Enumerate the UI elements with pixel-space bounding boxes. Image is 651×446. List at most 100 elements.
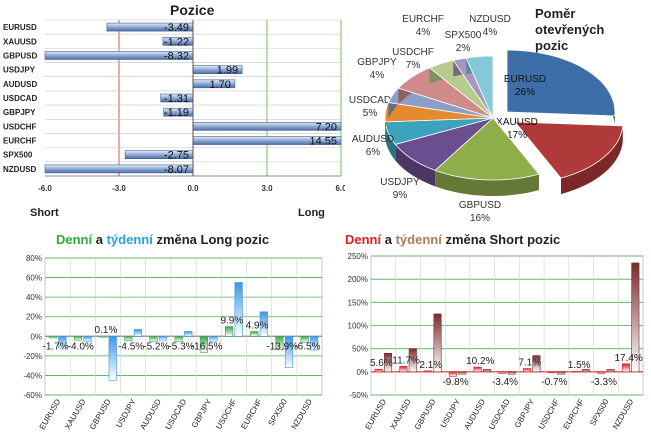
- position-value-label: -3.49: [164, 22, 189, 34]
- position-value-label: -1.31: [164, 93, 189, 105]
- bar-t-denn--usdjpy: [458, 371, 467, 375]
- bar-t-denn--audusd: [159, 335, 168, 341]
- x-category-label: EURUSD: [38, 397, 63, 431]
- x-category-label: AUDUSD: [138, 397, 163, 431]
- bar-t-denn--gbpjpy: [532, 355, 541, 373]
- bar-denn--nzdusd: [300, 335, 309, 343]
- pie-slice-side-xauusd: [560, 125, 623, 195]
- y-tick-label: -20%: [23, 352, 42, 361]
- long-title-weekly: týdenní: [106, 232, 153, 247]
- data-label: -13.9%: [266, 341, 298, 352]
- x-category-label: GBPUSD: [413, 397, 438, 431]
- bar-denn--gbpusd: [99, 335, 108, 338]
- positions-category-label: USDCHF: [3, 122, 36, 131]
- pie-svg: EURUSD 26% XAUUSD 17% GBPUSD 16% USDJPY 9% AUDUS…: [349, 14, 624, 224]
- data-label: -0.7%: [541, 377, 567, 388]
- y-tick-label: 40%: [26, 293, 42, 302]
- y-tick-label: 60%: [26, 274, 42, 283]
- positions-svg: EURUSD -3.49 XAUUSD -1.22 GBPUSD -8.32 USDJPY 1…: [3, 19, 347, 193]
- long-change-svg: 80% 60% 40% 20% 0% -20% -40% -60% -1.7% EURUSD -4.…: [23, 254, 323, 431]
- pie-slice-side-audusd: [385, 121, 396, 161]
- pie-slice-percent: 17%: [507, 130, 527, 141]
- bar-t-denn--nzdusd: [631, 262, 640, 373]
- positions-x-tick: 6.0: [335, 184, 345, 193]
- x-category-label: GBPJPY: [190, 397, 214, 429]
- pie-slice-name: XAUUSD: [496, 117, 538, 128]
- position-value-label: -2.75: [164, 150, 189, 162]
- bar-t-denn--usdcad: [507, 371, 516, 375]
- x-category-label: AUDUSD: [462, 397, 487, 431]
- y-tick-label: 0%: [30, 332, 42, 341]
- data-label: 10.2%: [466, 356, 494, 367]
- position-value-label: 1.99: [217, 65, 238, 77]
- pie-slice-percent: 6%: [366, 147, 381, 158]
- bar-t-denn--eurchf: [581, 369, 590, 373]
- y-tick-label: 200%: [348, 275, 368, 284]
- positions-title: Pozice: [170, 2, 215, 18]
- positions-category-label: SPX500: [3, 151, 33, 160]
- pie-slice-percent: 16%: [470, 213, 490, 224]
- x-category-label: XAUUSD: [388, 397, 413, 431]
- positions-category-label: USDJPY: [3, 66, 36, 75]
- bar-denn--gbpjpy: [523, 368, 532, 373]
- long-change-chart: Denní a týdenní změna Long pozic 80% 60% 4…: [0, 228, 330, 441]
- bar-t-denn--spx500: [284, 335, 294, 368]
- pie-slice-name: GBPUSD: [459, 200, 501, 211]
- x-category-label: USDCHF: [214, 397, 239, 430]
- position-value-label: 1.70: [210, 79, 231, 91]
- data-label: -6.5%: [294, 341, 320, 352]
- bar-denn--spx500: [275, 335, 284, 351]
- bar-denn--eurusd: [374, 368, 383, 373]
- data-label: -9.8%: [442, 377, 468, 388]
- position-value-label: 14.55: [309, 136, 337, 148]
- data-label: -3.3%: [591, 377, 617, 388]
- pie-slice-name: GBPJPY: [357, 57, 397, 68]
- y-tick-label: 50%: [352, 345, 368, 354]
- bar-t-denn--usdchf: [557, 371, 566, 375]
- pie-title-line-2: otevřených: [535, 22, 605, 37]
- bar-t-denn--gbpjpy: [209, 335, 218, 342]
- bar-t-denn--eurusd: [384, 353, 393, 373]
- pie-slice-name: EURUSD: [504, 74, 546, 85]
- positions-x-tick: -6.0: [38, 184, 52, 193]
- bar-t-denn--audusd: [482, 369, 491, 373]
- data-label: -5.2%: [143, 341, 169, 352]
- bar-t-denn--xauusd: [408, 348, 417, 373]
- pie-title-line-1: Poměr: [535, 6, 576, 21]
- positions-category-label: GBPUSD: [3, 51, 37, 60]
- pie-slice-percent: 5%: [363, 108, 378, 119]
- position-value-label: 7.20: [316, 121, 337, 133]
- plot-area: [44, 257, 323, 396]
- bar-t-denn--eurchf: [259, 311, 268, 337]
- positions-x-tick: 0.0: [187, 184, 199, 193]
- bar-denn--usdjpy: [124, 335, 133, 341]
- data-label: -1.7%: [43, 341, 69, 352]
- pie-slice-name: USDJPY: [380, 177, 420, 188]
- bar-t-denn--gbpusd: [108, 335, 117, 381]
- pie-slice-xauusd: [514, 121, 624, 179]
- y-tick-label: 100%: [348, 322, 368, 331]
- data-label: 17.4%: [614, 353, 642, 364]
- y-tick-label: -60%: [23, 391, 42, 400]
- bar-denn--spx500: [597, 371, 606, 374]
- short-change-title: Denní a týdenní změna Short pozic: [345, 232, 560, 247]
- data-label: 1.5%: [568, 360, 591, 371]
- pie-title: Poměr otevřených pozic: [535, 6, 604, 54]
- y-tick-label: 20%: [26, 313, 42, 322]
- data-label: 2.1%: [419, 360, 442, 371]
- pie-slice-name: USDCAD: [349, 95, 391, 106]
- bar-denn--eurchf: [250, 331, 259, 337]
- pie-slice-name: AUDUSD: [352, 134, 394, 145]
- bar-denn--gbpusd: [424, 370, 433, 373]
- short-change-chart: Denní a týdenní změna Short pozic 250% 20…: [333, 228, 651, 441]
- pie-slice-side-gbpusd: [435, 170, 539, 196]
- bar-denn--eurchf: [572, 370, 581, 373]
- pie-slice-gbpusd: [434, 117, 540, 181]
- long-change-title: Denní a týdenní změna Long pozic: [56, 232, 269, 247]
- position-value-label: -8.32: [164, 50, 189, 62]
- bar-denn--usdjpy: [448, 371, 457, 377]
- short-title-and: a: [381, 232, 396, 247]
- bar-denn--xauusd: [73, 335, 83, 341]
- bar-t-denn--eurusd: [58, 335, 67, 349]
- bar-t-denn--xauusd: [83, 335, 92, 342]
